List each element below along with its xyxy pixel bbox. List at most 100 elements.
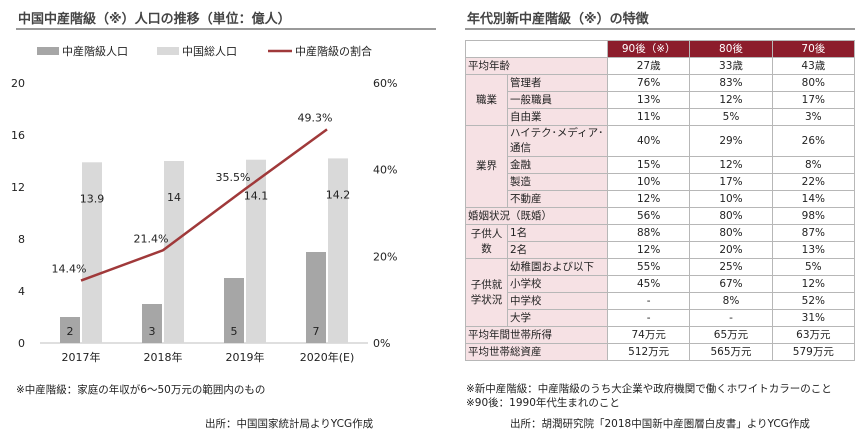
header-80s: 80後 — [689, 40, 773, 58]
line-value-label: 49.3% — [298, 111, 333, 124]
y-right-tick-label: 40% — [373, 164, 397, 177]
header-70s: 70後 — [771, 40, 856, 58]
table-header-row: 90後（※） 80後 70後 — [465, 40, 856, 58]
cell-70s: 98% — [771, 207, 856, 225]
chart-title: 中国中産階級（※）人口の推移（単位：億人） — [18, 12, 291, 27]
table-row: 中学校 - 8% 52% — [466, 292, 856, 310]
table-row: 不動産 12% 10% 14% — [466, 190, 856, 208]
cell-70s: 3% — [771, 108, 856, 126]
y-left-tick-label: 0 — [18, 337, 25, 350]
row-label: 一般職員 — [507, 91, 608, 109]
cell-90s: 12% — [606, 241, 691, 259]
features-table: 90後（※） 80後 70後 平均年齢 27歳 33歳 43歳 職業 管理者 7… — [465, 40, 856, 361]
table-row: 大学 - - 31% — [466, 309, 856, 327]
cell-70s: 22% — [771, 173, 856, 191]
bar-middle-class — [142, 304, 162, 343]
bar-total-population — [82, 162, 102, 343]
y-left-tick-label: 20 — [11, 77, 25, 90]
cell-90s: - — [606, 292, 691, 310]
table-row: 子供就学状況 幼稚園および以下 55% 25% 5% — [465, 258, 856, 327]
table-row: 小学校 45% 67% 12% — [466, 275, 856, 293]
bar-value-label: 5 — [231, 325, 238, 338]
cell-90s: 10% — [606, 173, 691, 191]
table-title-rule — [465, 28, 855, 30]
population-chart: 中産階級人口 中国総人口 中産階級の割合 0 4 8 12 16 20 0% 20% 40% 60… — [11, 44, 397, 364]
row-label: 婚姻状況（既婚） — [465, 207, 608, 225]
row-label: 中学校 — [507, 292, 608, 310]
cell-80s: 65万元 — [689, 326, 773, 344]
table-row: 平均世帯総資産 512万元 565万元 579万元 — [465, 343, 856, 361]
cell-70s: 87% — [771, 224, 856, 242]
cell-90s: 15% — [606, 156, 691, 174]
table-source: 出所：胡潤研究院「2018中国新中産圏層白皮書」よりYCG作成 — [510, 418, 810, 430]
cell-90s: 40% — [606, 125, 691, 157]
table-row: 一般職員 13% 12% 17% — [466, 91, 856, 109]
chart-note: ※中産階級：家庭の年収が6～50万元の範囲内のもの — [16, 384, 266, 396]
cell-90s: 11% — [606, 108, 691, 126]
bar-value-label: 2 — [67, 325, 74, 338]
legend-label-middle-class: 中産階級人口 — [62, 44, 128, 58]
bar-value-label: 14 — [167, 191, 181, 204]
cell-80s: 10% — [689, 190, 773, 208]
table-note-1: ※新中産階級：中産階級のうち大企業や政府機関で働くホワイトカラーのこと — [466, 383, 832, 395]
row-label: 1名 — [507, 224, 608, 242]
cell-90s: 13% — [606, 91, 691, 109]
y-right-tick-label: 0% — [373, 337, 390, 350]
bar-middle-class — [60, 317, 80, 343]
table-row: 金融 15% 12% 8% — [466, 156, 856, 174]
cell-90s: 55% — [606, 258, 691, 276]
table-row: 製造 10% 17% 22% — [466, 173, 856, 191]
y-left-tick-label: 4 — [18, 285, 25, 298]
cell-80s: 29% — [689, 125, 773, 157]
bar-total-population — [246, 159, 266, 343]
legend-swatch-total-pop — [157, 47, 179, 55]
x-tick-label: 2018年 — [144, 350, 183, 364]
y-left-tick-label: 12 — [11, 181, 25, 194]
cell-70s: 31% — [771, 309, 856, 327]
x-tick-label: 2019年 — [226, 350, 265, 364]
row-label: 金融 — [507, 156, 608, 174]
bar-value-label: 14.1 — [244, 190, 269, 203]
cell-70s: 8% — [771, 156, 856, 174]
row-label: 平均世帯総資産 — [465, 343, 608, 361]
table-row: 婚姻状況（既婚） 56% 80% 98% — [465, 207, 856, 225]
y-left-tick-label: 8 — [18, 233, 25, 246]
cell-80s: 8% — [689, 292, 773, 310]
line-ratio — [80, 128, 328, 282]
header-90s: 90後（※） — [606, 40, 691, 58]
cell-80s: 83% — [689, 74, 773, 92]
cell-90s: 12% — [606, 190, 691, 208]
cell-80s: 12% — [689, 156, 773, 174]
table-title: 年代別新中産階級（※）の特徴 — [467, 12, 649, 27]
legend-swatch-middle-class — [37, 47, 59, 55]
cell-70s: 17% — [771, 91, 856, 109]
row-label: 製造 — [507, 173, 608, 191]
row-label: 幼稚園および以下 — [507, 258, 608, 276]
table-row: 職業 管理者 76% 83% 80% — [465, 74, 856, 126]
cell-90s: 76% — [606, 74, 691, 92]
table-row: 2名 12% 20% 13% — [466, 241, 856, 259]
x-tick-label: 2017年 — [62, 350, 101, 364]
row-label: 管理者 — [507, 74, 608, 92]
bar-value-label: 7 — [313, 325, 320, 338]
cell-90s: 27歳 — [606, 57, 691, 75]
cell-70s: 80% — [771, 74, 856, 92]
row-label: 2名 — [507, 241, 608, 259]
cell-80s: - — [689, 309, 773, 327]
cell-70s: 5% — [771, 258, 856, 276]
chart-legend: 中産階級人口 中国総人口 中産階級の割合 — [37, 44, 372, 58]
chart-title-rule — [16, 28, 436, 30]
row-label: ハイテク･メディア･通信 — [507, 125, 608, 157]
bar-middle-class — [306, 252, 326, 343]
cell-90s: 56% — [606, 207, 691, 225]
bar-total-population — [328, 158, 348, 343]
cell-70s: 43歳 — [771, 57, 856, 75]
bar-value-label: 14.2 — [326, 188, 351, 201]
group-label: 職業 — [465, 74, 508, 126]
cell-90s: 88% — [606, 224, 691, 242]
table-row: 平均年間世帯所得 74万元 65万元 63万元 — [465, 326, 856, 344]
legend-label-ratio: 中産階級の割合 — [295, 44, 372, 58]
row-label: 自由業 — [507, 108, 608, 126]
row-label: 不動産 — [507, 190, 608, 208]
cell-70s: 52% — [771, 292, 856, 310]
